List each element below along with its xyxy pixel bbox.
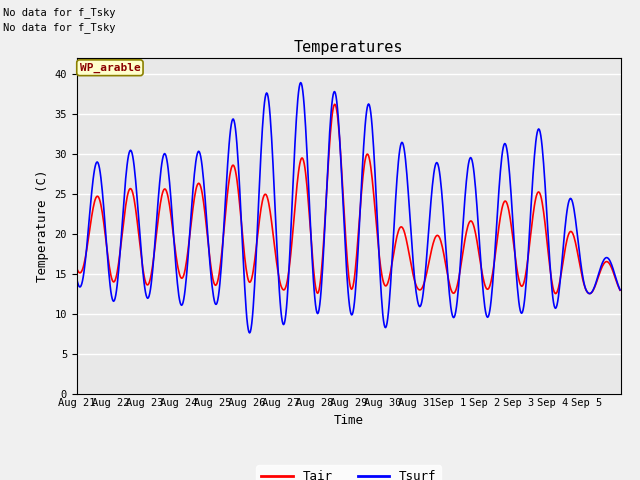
Text: No data for f_Tsky: No data for f_Tsky: [3, 7, 116, 18]
Text: WP_arable: WP_arable: [79, 63, 140, 73]
Y-axis label: Temperature (C): Temperature (C): [36, 169, 49, 282]
Title: Temperatures: Temperatures: [294, 40, 404, 55]
Legend: Tair, Tsurf: Tair, Tsurf: [256, 465, 442, 480]
X-axis label: Time: Time: [334, 414, 364, 427]
Text: No data for f_Tsky: No data for f_Tsky: [3, 22, 116, 33]
